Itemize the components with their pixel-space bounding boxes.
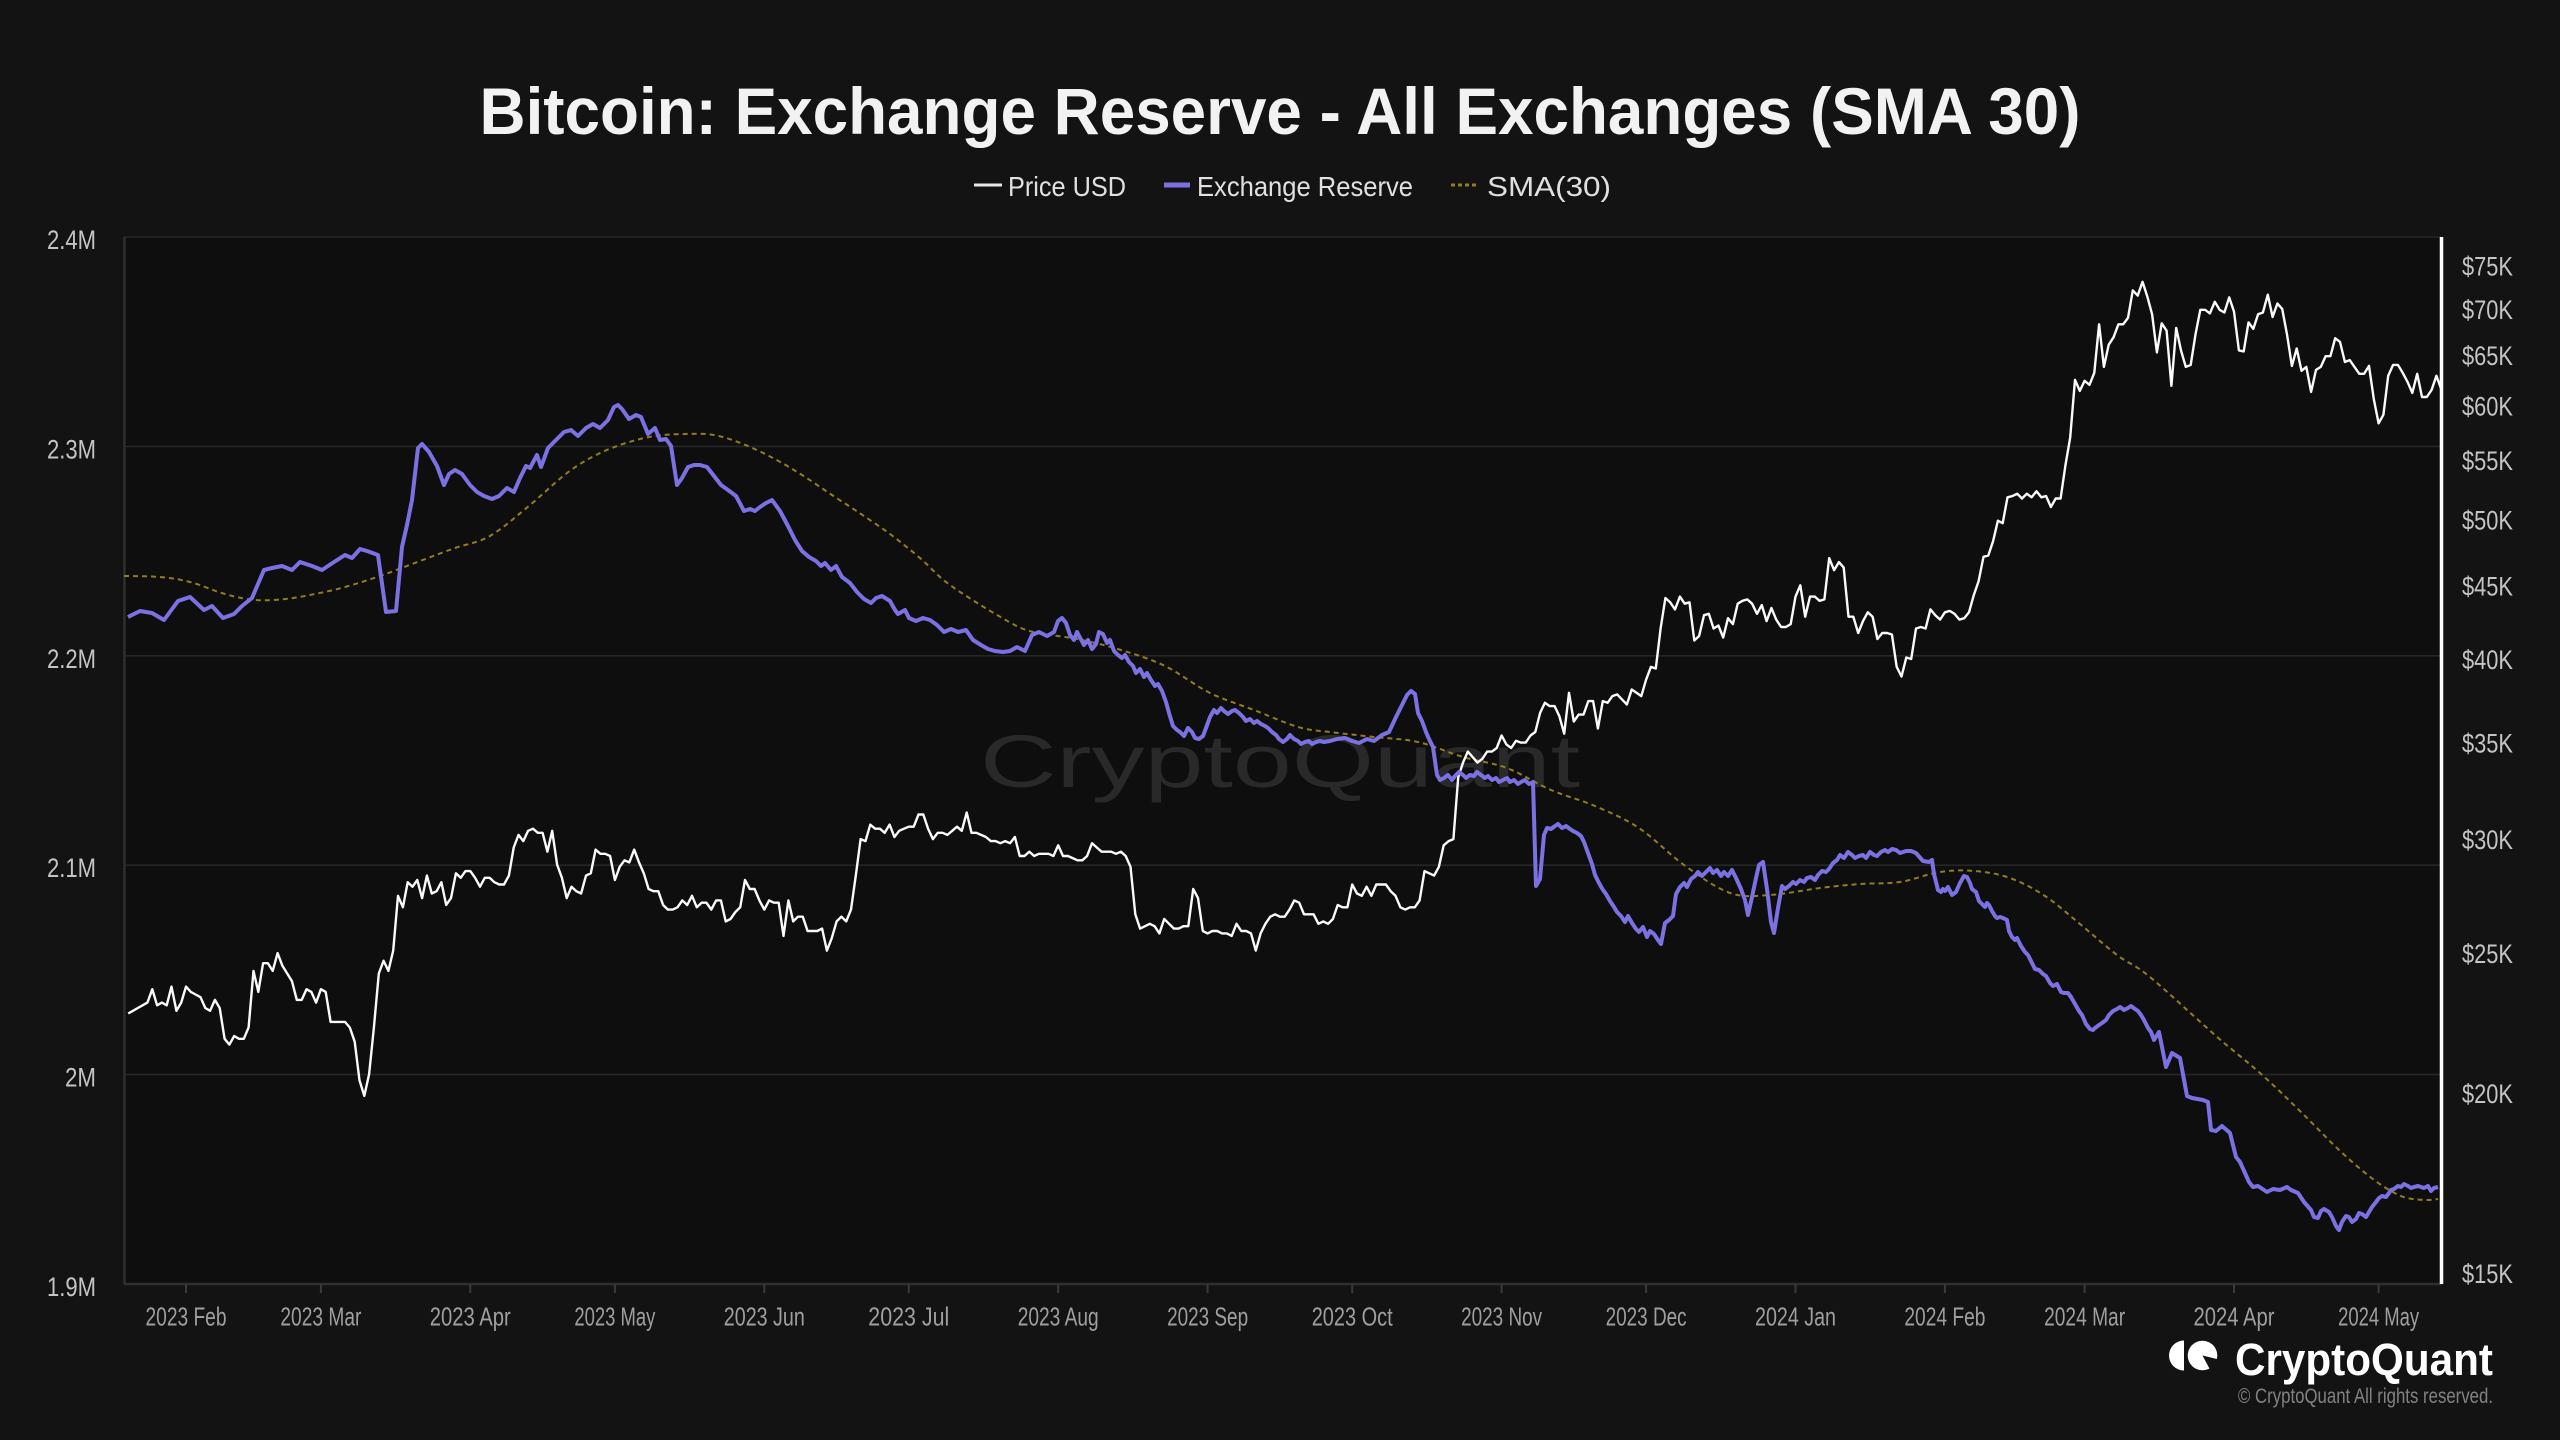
svg-text:2.2M: 2.2M <box>47 644 96 674</box>
svg-text:2024 Jan: 2024 Jan <box>1755 1302 1836 1332</box>
svg-text:2024 May: 2024 May <box>2338 1302 2419 1332</box>
svg-text:2.3M: 2.3M <box>47 434 96 464</box>
svg-text:2023 Oct: 2023 Oct <box>1312 1302 1394 1332</box>
svg-text:$45K: $45K <box>2462 571 2513 601</box>
svg-text:$40K: $40K <box>2462 645 2513 675</box>
svg-text:SMA(30): SMA(30) <box>1487 171 1611 202</box>
svg-text:2023 Apr: 2023 Apr <box>430 1302 511 1332</box>
svg-text:2M: 2M <box>65 1063 96 1093</box>
svg-text:2023 Sep: 2023 Sep <box>1167 1302 1248 1332</box>
svg-text:$60K: $60K <box>2462 391 2513 421</box>
svg-text:2024 Apr: 2024 Apr <box>2194 1302 2275 1332</box>
svg-text:$30K: $30K <box>2462 825 2513 855</box>
svg-text:2023 May: 2023 May <box>574 1302 655 1332</box>
svg-text:$50K: $50K <box>2462 505 2513 535</box>
svg-text:$70K: $70K <box>2462 295 2513 325</box>
svg-text:2023 Aug: 2023 Aug <box>1018 1302 1099 1332</box>
svg-text:CryptoQuant: CryptoQuant <box>980 720 1581 803</box>
svg-text:2023 Jul: 2023 Jul <box>868 1302 949 1332</box>
svg-text:Price USD: Price USD <box>1008 171 1126 202</box>
svg-text:1.9M: 1.9M <box>47 1272 96 1302</box>
svg-text:2024 Feb: 2024 Feb <box>1904 1302 1985 1332</box>
svg-text:2023 Mar: 2023 Mar <box>280 1302 361 1332</box>
svg-text:© CryptoQuant All rights reser: © CryptoQuant All rights reserved. <box>2238 1385 2493 1408</box>
svg-text:$75K: $75K <box>2462 252 2513 282</box>
svg-text:$25K: $25K <box>2462 939 2513 969</box>
svg-text:2024 Mar: 2024 Mar <box>2044 1302 2125 1332</box>
svg-text:2.4M: 2.4M <box>47 225 96 255</box>
svg-text:$20K: $20K <box>2462 1079 2513 1109</box>
svg-text:2.1M: 2.1M <box>47 853 96 883</box>
svg-text:CryptoQuant: CryptoQuant <box>2235 1334 2493 1385</box>
svg-text:$35K: $35K <box>2462 729 2513 759</box>
svg-text:$55K: $55K <box>2462 446 2513 476</box>
svg-text:2023 Nov: 2023 Nov <box>1461 1302 1542 1332</box>
svg-text:2023 Feb: 2023 Feb <box>146 1302 227 1332</box>
svg-text:$65K: $65K <box>2462 341 2513 371</box>
svg-text:2023 Dec: 2023 Dec <box>1606 1302 1687 1332</box>
svg-text:Bitcoin: Exchange Reserve - Al: Bitcoin: Exchange Reserve - All Exchange… <box>480 74 2081 148</box>
svg-text:Exchange Reserve: Exchange Reserve <box>1197 171 1413 202</box>
svg-text:$15K: $15K <box>2462 1259 2513 1289</box>
svg-text:2023 Jun: 2023 Jun <box>724 1302 805 1332</box>
